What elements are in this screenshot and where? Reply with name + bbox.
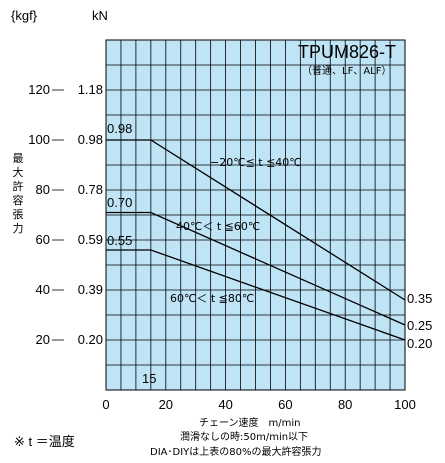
series-start-label-1: 0.98 (107, 121, 132, 136)
chart-title: TPUM826-T (298, 42, 396, 62)
footnote: ※ t ＝温度 (14, 434, 75, 449)
y-axis-label: 最大許容張力 (12, 152, 24, 235)
y-tick-label-kn: 0.59 (78, 232, 103, 247)
x-tick-label: 100 (394, 397, 416, 412)
x-axis-label: チェーン速度 m/min (199, 416, 300, 429)
y-unit-kn: kN (92, 8, 108, 23)
x-tick-label: 80 (338, 397, 352, 412)
series-start-label-3: 0.55 (107, 233, 132, 248)
y-tick-label-kgf: 100 (28, 132, 50, 147)
x-note-1: 潤滑なしの時:50m/min以下 (180, 431, 308, 443)
marker-label: 15 (142, 371, 156, 386)
x-tick-label: 60 (278, 397, 292, 412)
y-tick-label-kn: 0.78 (78, 182, 103, 197)
series-label-3: 60℃＜ t ≦80℃ (170, 292, 254, 305)
y-tick-label-kgf: 60 (36, 232, 50, 247)
series-end-label-2: 0.25 (407, 318, 432, 333)
series-start-label-2: 0.70 (107, 195, 132, 210)
y-tick-label-kn: 0.20 (78, 332, 103, 347)
y-tick-label-kgf: 40 (36, 282, 50, 297)
x-tick-label: 20 (159, 397, 173, 412)
y-tick-label-kn: 1.18 (78, 82, 103, 97)
tick-labels: 20 0.20 40 0.39 60 0.59 80 0.78 100 0.98 120 1.18 0 2… (28, 82, 416, 412)
x-tick-label: 0 (102, 397, 109, 412)
y-tick-label-kgf: 20 (36, 332, 50, 347)
x-note-2: DIA･DIYは上表の80%の最大許容張力 (150, 445, 321, 458)
y-unit-kgf: {kgf} (11, 8, 38, 23)
series-end-label-3: 0.20 (407, 336, 432, 351)
grid (106, 40, 405, 390)
series-line-3 (106, 249, 406, 341)
series-end-label-1: 0.35 (407, 291, 432, 306)
x-tick-label: 40 (218, 397, 232, 412)
y-tick-label-kgf: 80 (36, 182, 50, 197)
y-tick-label-kn: 0.98 (78, 132, 103, 147)
chart-subtitle: （普通、LF、ALF） (302, 64, 392, 77)
y-tick-label-kgf: 120 (28, 82, 50, 97)
series-label-1: −20℃≦ t ≦40℃ (210, 156, 302, 169)
series-line-2 (106, 211, 406, 326)
y-tick-label-kn: 0.39 (78, 282, 103, 297)
series-label-2: 40℃＜ t ≦60℃ (176, 220, 260, 233)
series-line-1 (106, 139, 406, 301)
series-lines (106, 139, 406, 341)
